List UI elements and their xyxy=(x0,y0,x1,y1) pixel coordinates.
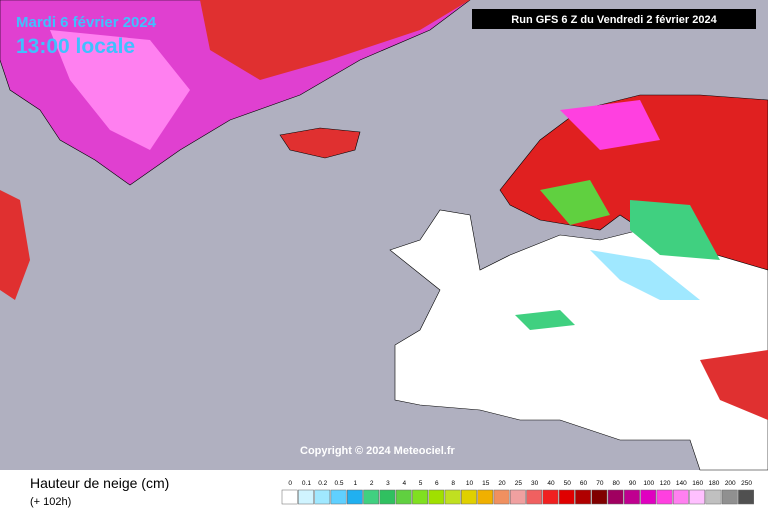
legend-swatch xyxy=(509,489,526,505)
legend-swatch xyxy=(526,489,543,505)
legend-swatch xyxy=(461,489,477,505)
copyright: Copyright © 2024 Meteociel.fr xyxy=(300,445,456,457)
legend-swatch xyxy=(428,489,445,505)
legend-label: 8 xyxy=(451,480,455,487)
legend-label: 120 xyxy=(660,480,671,487)
legend-swatch xyxy=(412,489,428,505)
legend-swatch xyxy=(542,489,559,505)
legend-label: 0 xyxy=(288,480,292,487)
legend-label: 250 xyxy=(741,480,752,487)
legend-label: 60 xyxy=(580,480,588,487)
footer-title: Hauteur de neige (cm) xyxy=(30,475,169,491)
legend-label: 6 xyxy=(435,480,439,487)
run-bar xyxy=(472,9,756,29)
legend-swatch xyxy=(624,489,640,505)
legend-swatch xyxy=(705,489,722,505)
legend-swatch xyxy=(738,489,754,505)
legend-swatch xyxy=(558,489,575,505)
legend-label: 3 xyxy=(386,480,390,487)
legend-swatch xyxy=(656,489,673,505)
legend-label: 0.2 xyxy=(318,480,327,487)
legend-swatch xyxy=(363,489,380,505)
legend-swatch xyxy=(591,489,608,505)
legend-label: 20 xyxy=(498,480,506,487)
legend-label: 100 xyxy=(643,480,654,487)
turkey xyxy=(700,350,768,420)
legend-label: 80 xyxy=(613,480,621,487)
footer-lead: (+ 102h) xyxy=(30,496,71,508)
legend-label: 50 xyxy=(564,480,572,487)
legend-label: 140 xyxy=(676,480,687,487)
legend-swatch xyxy=(379,489,396,505)
legend-label: 0.5 xyxy=(335,480,344,487)
baltics xyxy=(630,200,720,260)
alps xyxy=(515,310,575,330)
legend-label: 1 xyxy=(354,480,358,487)
legend-label: 15 xyxy=(482,480,490,487)
legend-swatch xyxy=(689,489,706,505)
labrador xyxy=(0,190,30,300)
legend-label: 25 xyxy=(515,480,523,487)
legend-swatch xyxy=(330,489,347,505)
legend-swatch xyxy=(444,489,461,505)
legend-swatch xyxy=(575,489,591,505)
legend-label: 160 xyxy=(692,480,703,487)
legend-swatch xyxy=(640,489,657,505)
legend-label: 40 xyxy=(547,480,555,487)
run-label: Run GFS 6 Z du Vendredi 2 février 2024 xyxy=(511,14,717,26)
legend-label: 30 xyxy=(531,480,539,487)
greenland-east xyxy=(200,0,470,80)
poland-snow xyxy=(590,250,700,300)
sweden-south xyxy=(540,180,610,225)
legend-label: 4 xyxy=(402,480,406,487)
legend-swatch xyxy=(346,489,363,505)
forecast-date: Mardi 6 février 2024 xyxy=(16,14,157,31)
legend-swatch xyxy=(395,489,412,505)
legend-label: 0.1 xyxy=(302,480,311,487)
legend-label: 200 xyxy=(725,480,736,487)
legend-label: 90 xyxy=(629,480,637,487)
legend: 0 0.1 0.2 0.5 1 2 3 4 5 6 8 10 15 20 25 30 40 50 60 70 80 90 1… xyxy=(281,480,754,505)
legend-swatch xyxy=(298,489,314,505)
iceland xyxy=(279,127,361,159)
legend-swatch xyxy=(314,489,331,505)
legend-swatch xyxy=(493,489,510,505)
forecast-time: 13:00 locale xyxy=(16,35,135,58)
legend-label: 2 xyxy=(370,480,374,487)
legend-label: 5 xyxy=(419,480,423,487)
legend-label: 70 xyxy=(596,480,604,487)
legend-swatch xyxy=(281,489,298,505)
greenland-inner xyxy=(50,30,190,150)
legend-label: 180 xyxy=(709,480,720,487)
legend-swatch xyxy=(607,489,624,505)
lapland xyxy=(560,100,660,150)
europe xyxy=(389,209,768,471)
legend-swatch xyxy=(721,489,738,505)
legend-swatch xyxy=(477,489,494,505)
legend-swatch xyxy=(672,489,689,505)
legend-label: 10 xyxy=(466,480,474,487)
